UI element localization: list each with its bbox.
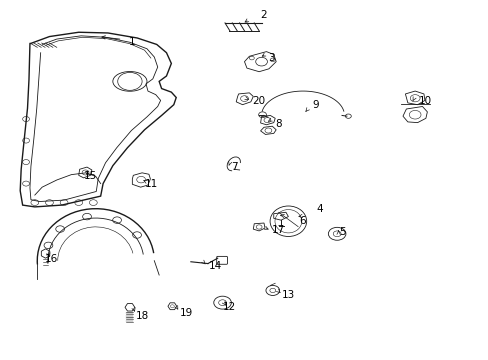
Text: 1: 1 xyxy=(129,37,135,47)
Text: 19: 19 xyxy=(179,308,192,318)
Text: 3: 3 xyxy=(267,53,274,63)
Text: 20: 20 xyxy=(252,96,265,106)
Text: 10: 10 xyxy=(418,96,430,106)
Text: 13: 13 xyxy=(281,290,294,300)
Text: 2: 2 xyxy=(260,10,267,20)
Text: 16: 16 xyxy=(45,254,59,264)
Text: 11: 11 xyxy=(145,179,158,189)
Text: 15: 15 xyxy=(84,171,97,181)
Text: 6: 6 xyxy=(299,216,305,226)
Text: 7: 7 xyxy=(231,162,238,172)
Text: 12: 12 xyxy=(223,302,236,312)
Text: 14: 14 xyxy=(208,261,222,271)
Text: 9: 9 xyxy=(311,100,318,110)
Text: 5: 5 xyxy=(338,227,345,237)
Text: 8: 8 xyxy=(275,120,282,129)
Text: 18: 18 xyxy=(135,311,148,321)
Text: 4: 4 xyxy=(316,204,323,214)
Text: 17: 17 xyxy=(271,225,285,235)
